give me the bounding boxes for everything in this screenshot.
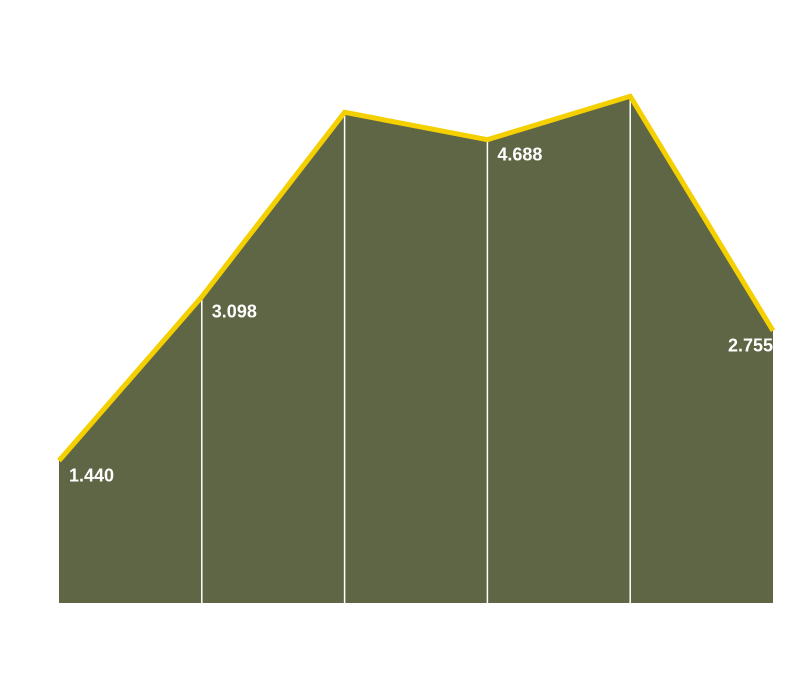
data-label: 1.440 bbox=[69, 465, 114, 485]
area bbox=[59, 96, 773, 604]
data-label: 3.098 bbox=[212, 302, 257, 322]
data-label: 4.688 bbox=[497, 144, 542, 164]
line bbox=[57, 93, 776, 463]
data-label: 2.755 bbox=[728, 335, 773, 355]
